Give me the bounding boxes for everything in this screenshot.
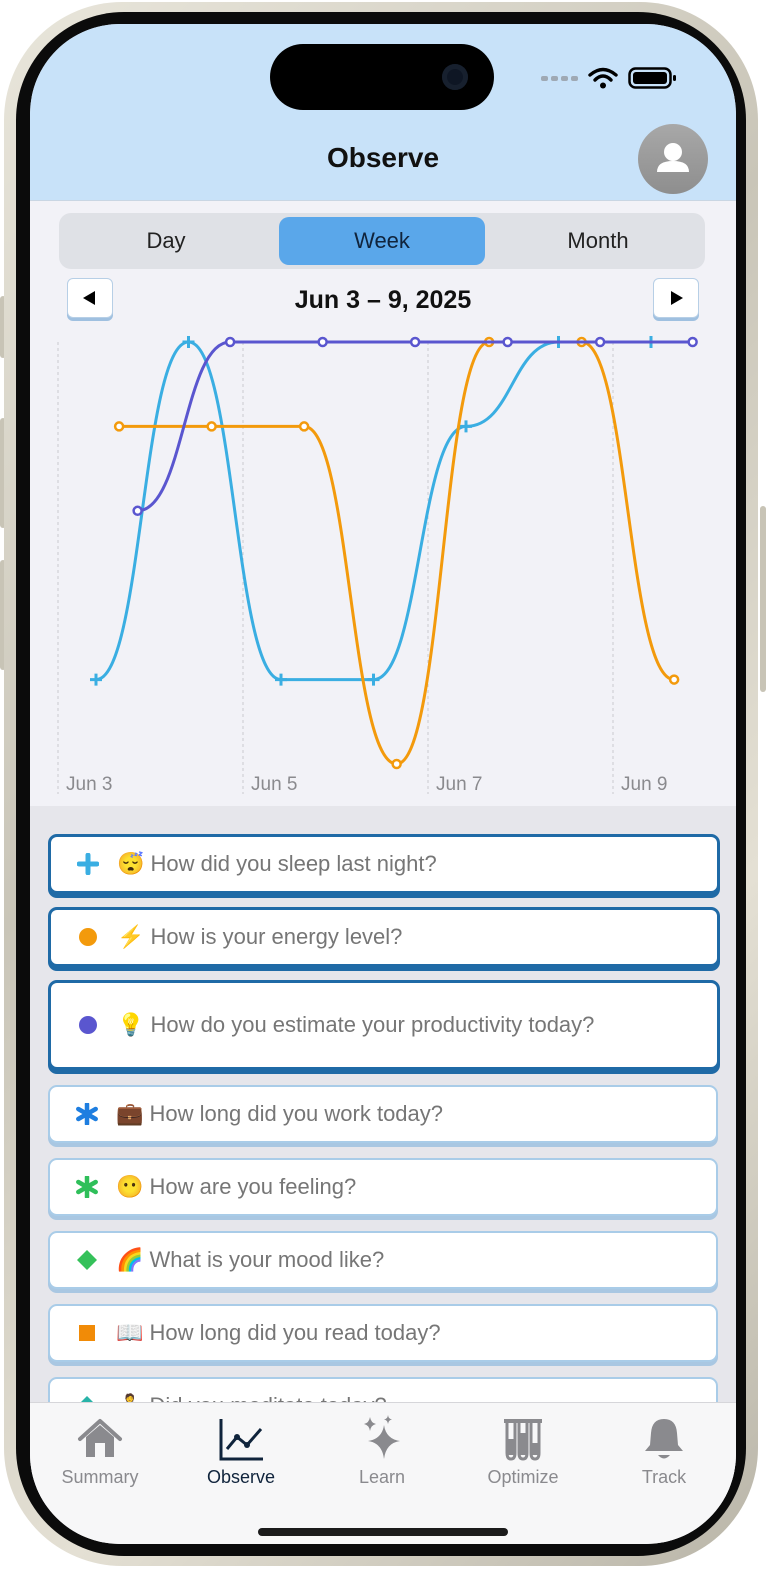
question-row[interactable]: 💡 How do you estimate your productivity … (48, 980, 720, 1070)
question-label: How long did you work today? (149, 1101, 444, 1126)
square-marker-icon (76, 1322, 98, 1344)
line-chart: Jun 3 Jun 5 Jun 7 Jun 9 (57, 336, 698, 794)
next-week-button[interactable] (653, 278, 699, 318)
circle-marker-icon (77, 926, 99, 948)
test-tubes-icon (504, 1419, 542, 1461)
circle-marker-icon (77, 1014, 99, 1036)
question-row[interactable]: 📖 How long did you read today? (48, 1304, 718, 1362)
tab-label: Track (641, 1467, 687, 1487)
question-row[interactable]: 💼 How long did you work today? (48, 1085, 718, 1143)
question-label: What is your mood like? (149, 1247, 385, 1272)
status-bar (541, 66, 678, 90)
segment-day[interactable]: Day (146, 228, 186, 253)
tab-bar: Summary Observe Learn (30, 1402, 736, 1544)
data-point-productivity (687, 336, 698, 348)
triangle-right-icon (671, 291, 683, 305)
question-emoji-icon: ⚡ (117, 924, 151, 949)
plus-marker-icon (77, 853, 99, 875)
avatar[interactable] (638, 124, 708, 194)
question-emoji-icon: 💡 (117, 1012, 151, 1037)
data-point-energy (113, 421, 125, 432)
data-point-productivity (224, 336, 236, 348)
question-row[interactable]: 😴 How did you sleep last night? (48, 834, 720, 894)
question-label: How long did you read today? (149, 1320, 441, 1345)
segment-week[interactable]: Week (279, 217, 485, 265)
sparkles-icon (364, 1415, 400, 1459)
screen: Observe Day Week Month Jun 3 – 9, 2025 J… (30, 24, 736, 1544)
nav-header: Observe (30, 24, 736, 201)
data-point-energy (298, 421, 310, 432)
previous-week-button[interactable] (67, 278, 113, 318)
question-text: 📖 How long did you read today? (116, 1317, 686, 1349)
series-line-energy (119, 340, 675, 766)
data-point-productivity (132, 505, 143, 517)
data-point-productivity (594, 336, 606, 348)
house-icon (78, 1419, 122, 1457)
question-emoji-icon: 💼 (116, 1101, 150, 1126)
tab-label: Learn (358, 1467, 406, 1487)
side-button-silent (0, 296, 6, 358)
side-button-volume-up (0, 418, 6, 528)
data-point-sleep (90, 673, 102, 686)
tab-label: Optimize (487, 1467, 559, 1487)
series-line-sleep (95, 340, 651, 682)
data-point-productivity (317, 336, 328, 348)
data-point-energy (668, 674, 680, 685)
asterisk-marker-icon (76, 1176, 98, 1198)
date-range-label: Jun 3 – 9, 2025 (294, 286, 472, 314)
camera-icon (442, 64, 468, 90)
person-icon (657, 143, 689, 172)
data-point-sleep (182, 336, 195, 348)
question-emoji-icon: 😴 (117, 851, 151, 876)
tab-label: Summary (61, 1467, 139, 1487)
question-label: How do you estimate your productivity to… (150, 1012, 595, 1037)
question-label: How are you feeling? (149, 1174, 357, 1199)
cellular-signal-icon (541, 75, 578, 81)
question-row[interactable]: ⚡ How is your energy level? (48, 907, 720, 967)
side-button-power (760, 506, 766, 692)
data-point-sleep (460, 420, 472, 433)
question-text: ⚡ How is your energy level? (117, 921, 687, 953)
side-button-volume-down (0, 560, 6, 670)
diamond-marker-icon (76, 1249, 98, 1271)
wifi-icon (588, 67, 618, 89)
data-point-energy (206, 421, 217, 432)
bell-icon (645, 1419, 683, 1459)
question-label: How did you sleep last night? (150, 851, 437, 876)
question-emoji-icon: 🌈 (116, 1247, 150, 1272)
question-text: 💡 How do you estimate your productivity … (117, 1009, 687, 1041)
question-row[interactable]: 😶 How are you feeling? (48, 1158, 718, 1216)
x-tick-label: Jun 7 (436, 774, 482, 794)
data-point-sleep (275, 673, 287, 686)
data-point-energy (391, 758, 402, 770)
x-tick-label: Jun 3 (66, 774, 112, 794)
question-emoji-icon: 📖 (116, 1320, 150, 1345)
tab-label: Observe (206, 1467, 276, 1487)
data-point-productivity (409, 336, 421, 348)
x-tick-label: Jun 5 (251, 774, 297, 794)
chart-line-icon (219, 1419, 263, 1461)
x-tick-label: Jun 9 (621, 774, 667, 794)
question-emoji-icon: 😶 (116, 1174, 150, 1199)
asterisk-marker-icon (76, 1103, 98, 1125)
question-text: 💼 How long did you work today? (116, 1098, 686, 1130)
question-text: 🌈 What is your mood like? (116, 1244, 686, 1276)
battery-icon (628, 67, 676, 89)
data-point-sleep (367, 673, 380, 686)
home-indicator (258, 1528, 508, 1536)
data-point-productivity (502, 336, 513, 348)
question-text: 😴 How did you sleep last night? (117, 848, 687, 880)
triangle-left-icon (83, 291, 95, 305)
period-segmented-control: Day Week Month (59, 213, 705, 269)
question-text: 😶 How are you feeling? (116, 1171, 686, 1203)
question-label: How is your energy level? (150, 924, 403, 949)
question-row[interactable]: 🌈 What is your mood like? (48, 1231, 718, 1289)
page-title: Observe (326, 142, 440, 173)
segment-month[interactable]: Month (567, 228, 629, 253)
